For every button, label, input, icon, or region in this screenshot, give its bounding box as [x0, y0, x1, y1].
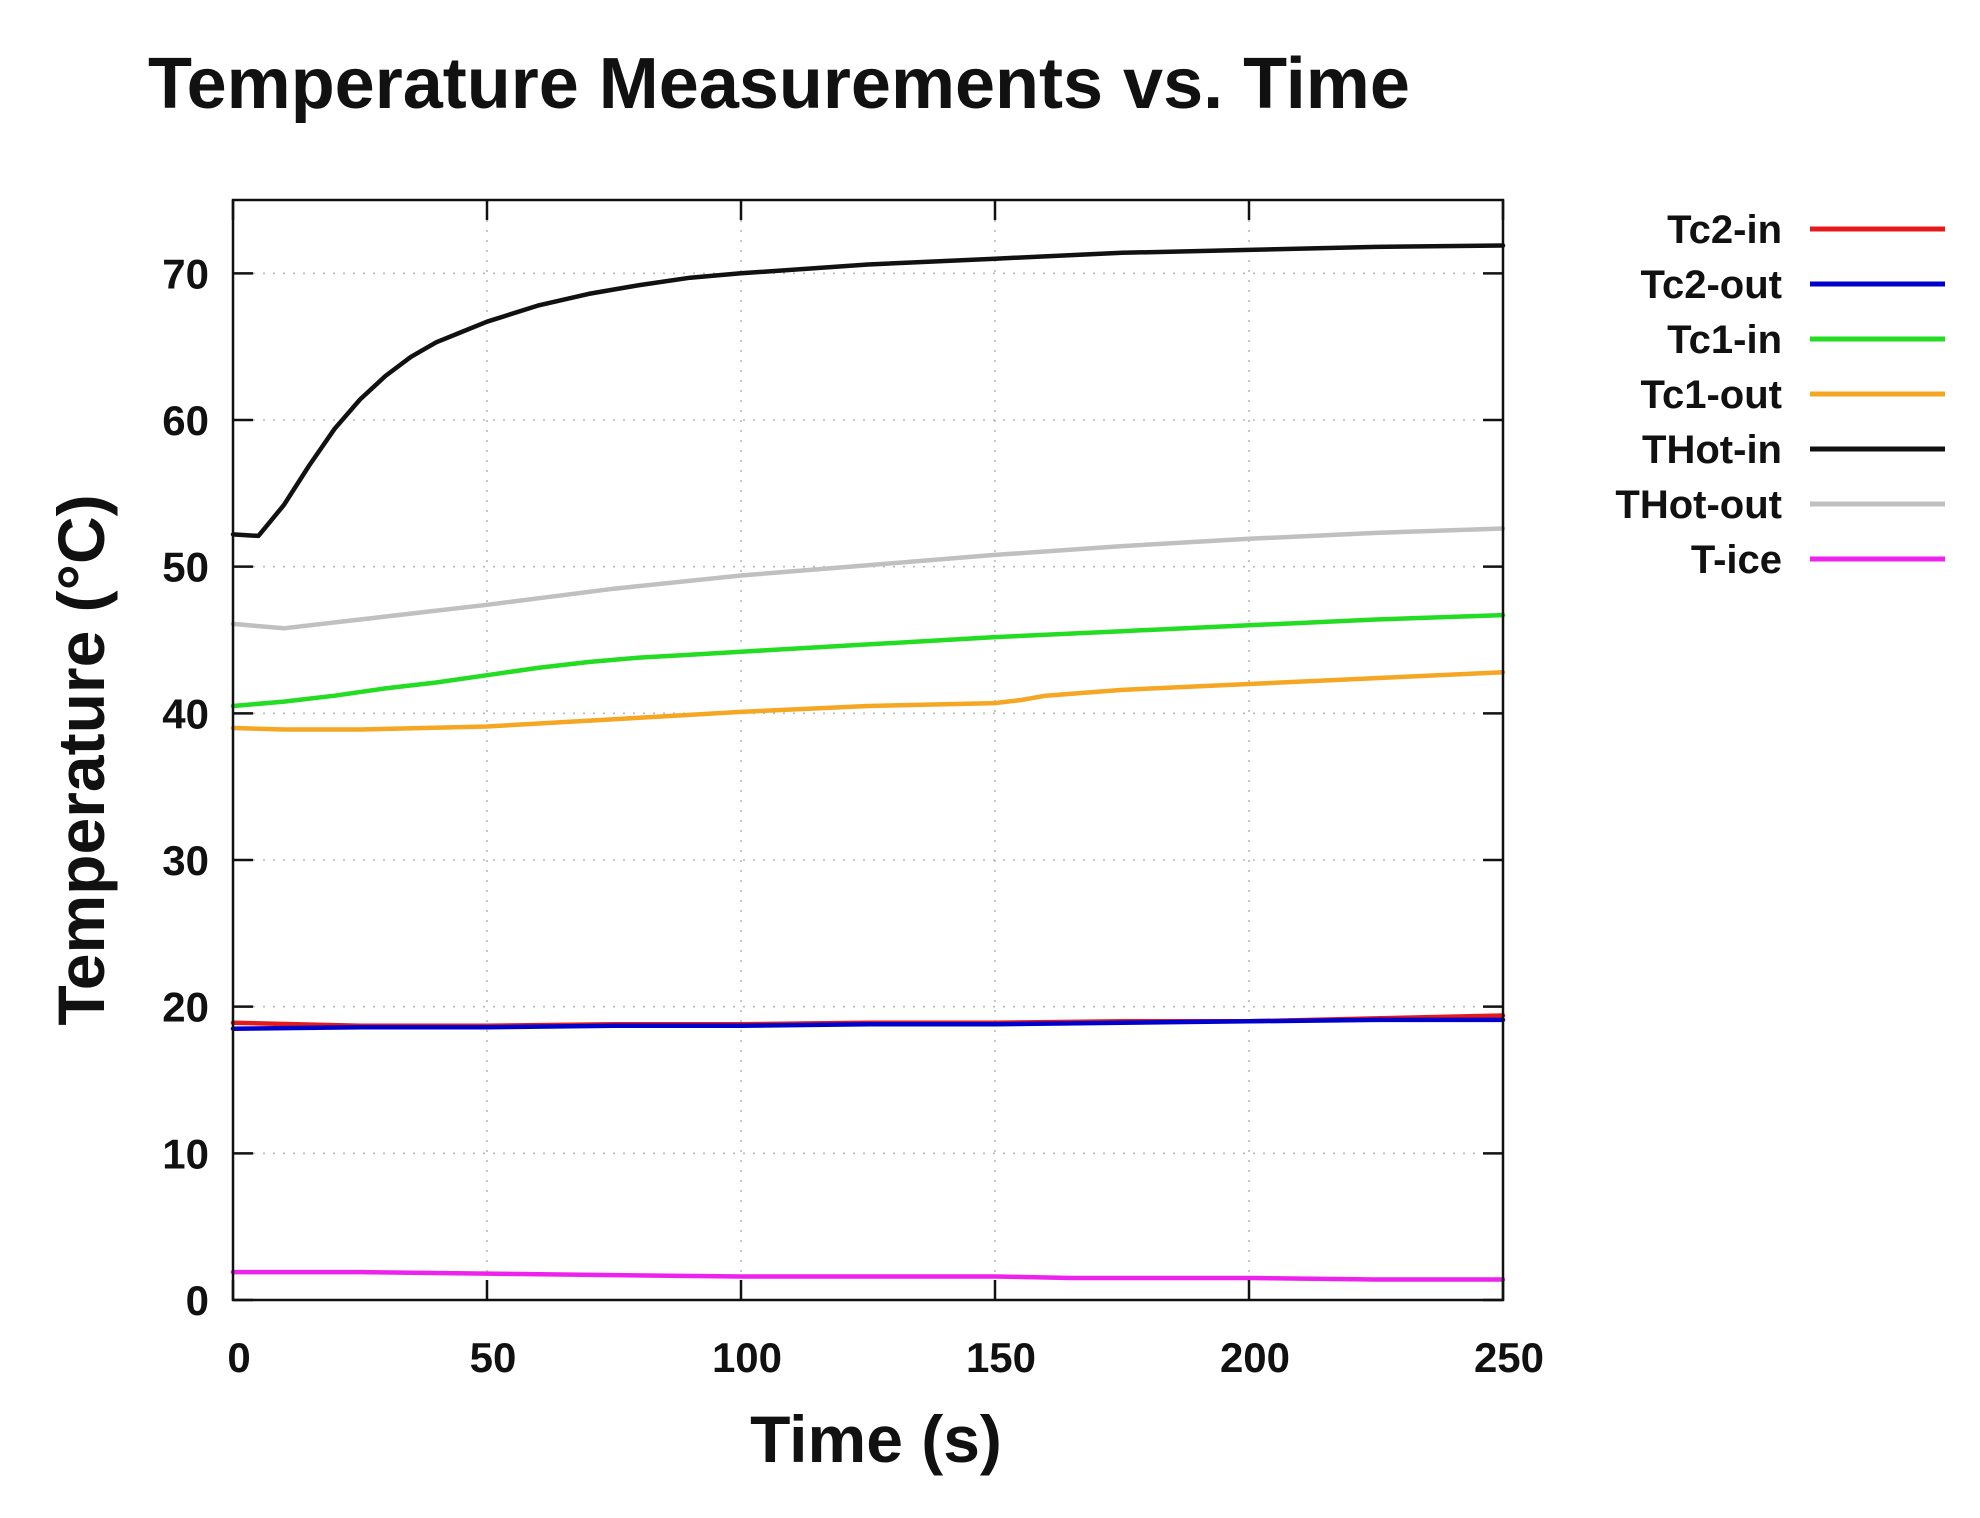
x-axis-label: Time (s) [750, 1402, 1002, 1476]
y-tick-label: 50 [162, 544, 209, 591]
grid [233, 200, 1503, 1300]
legend-label-tc2-in: Tc2-in [1667, 208, 1782, 252]
series-line-thot-in [230, 243, 1506, 539]
series-line-tc1-out [230, 670, 1506, 732]
y-tick-label: 70 [162, 250, 209, 297]
series-line-tc1-in [230, 612, 1506, 709]
x-tick-label: 0 [227, 1334, 250, 1381]
y-tick-label: 40 [162, 690, 209, 737]
y-tick-label: 0 [186, 1277, 209, 1324]
legend-label-thot-in: THot-in [1642, 428, 1782, 472]
x-tick-label: 100 [712, 1334, 782, 1381]
series-line-t-ice [230, 1269, 1506, 1282]
series-line-thot-out [230, 526, 1506, 631]
x-tick-label: 250 [1474, 1334, 1544, 1381]
y-axis-label: Temperature (°C) [44, 494, 118, 1025]
legend-label-t-ice: T-ice [1691, 538, 1782, 582]
plot-frame [231, 198, 1505, 1302]
x-tick-label: 50 [470, 1334, 517, 1381]
chart-title: Temperature Measurements vs. Time [148, 44, 1410, 124]
axis-ticks: 0 10 20 30 40 50 60 70 0 50 100 150 200 250 [162, 200, 1544, 1381]
legend-label-tc1-in: Tc1-in [1667, 318, 1782, 362]
series-line-tc2-out [230, 1017, 1506, 1031]
y-tick-label: 20 [162, 984, 209, 1031]
y-tick-label: 60 [162, 397, 209, 444]
legend-label-thot-out: THot-out [1615, 483, 1782, 527]
y-tick-label: 10 [162, 1130, 209, 1177]
x-tick-label: 150 [966, 1334, 1036, 1381]
legend-label-tc2-out: Tc2-out [1641, 263, 1782, 307]
legend: Tc2-in Tc2-out Tc1-in Tc1-out THot-in THot-ou… [1615, 208, 1945, 582]
series-group [230, 243, 1506, 1282]
x-tick-label: 200 [1220, 1334, 1290, 1381]
legend-label-tc1-out: Tc1-out [1641, 373, 1782, 417]
y-tick-label: 30 [162, 837, 209, 884]
